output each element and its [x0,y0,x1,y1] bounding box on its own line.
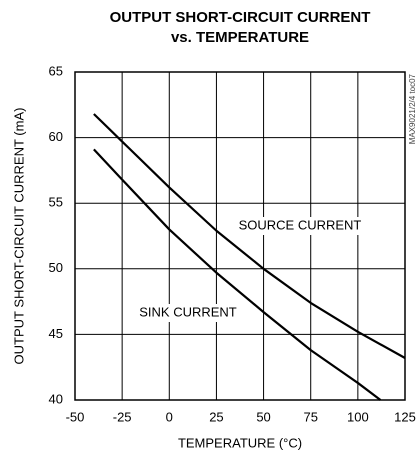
x-tick-label: 100 [347,409,369,424]
y-tick-label: 55 [49,195,63,210]
x-tick-label: -25 [113,409,132,424]
series-line [93,113,406,359]
y-tick-label: 60 [49,129,63,144]
chart-title: vs. TEMPERATURE [171,29,309,46]
y-tick-label: 40 [49,391,63,406]
series-annotation: SINK CURRENT [139,304,237,319]
plot-frame [74,71,406,401]
x-tick-label: 0 [166,409,173,424]
y-tick-label: 65 [49,63,63,78]
x-tick-label: 25 [209,409,223,424]
chart-title: OUTPUT SHORT-CIRCUIT CURRENT [110,9,371,26]
y-tick-label: 50 [49,260,63,275]
series-line [93,148,382,401]
x-tick-label: 50 [256,409,270,424]
side-label: MAX9021/2/4 toc07 [408,73,417,144]
annotation-bg [126,304,250,322]
annotation-bg [238,217,362,235]
y-tick-label: 45 [49,326,63,341]
x-tick-label: 75 [303,409,317,424]
x-tick-label: -50 [66,409,85,424]
y-axis-label: OUTPUT SHORT-CIRCUIT CURRENT (mA) [11,108,26,365]
x-tick-label: 125 [394,409,416,424]
series-annotation: SOURCE CURRENT [239,217,362,232]
x-axis-label: TEMPERATURE (°C) [178,435,302,450]
